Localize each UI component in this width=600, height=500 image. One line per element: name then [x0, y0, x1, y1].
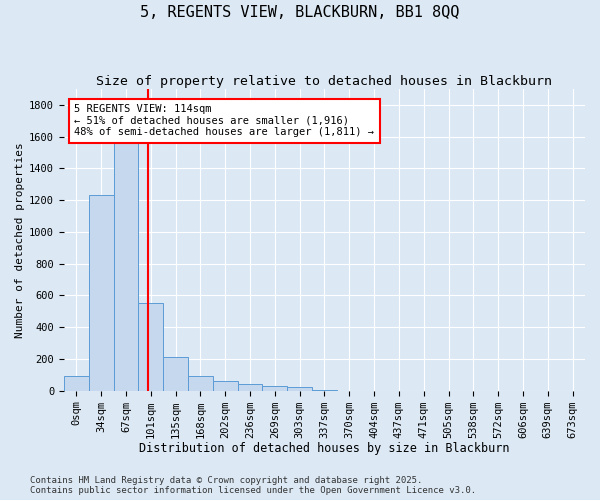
Y-axis label: Number of detached properties: Number of detached properties: [15, 142, 25, 338]
Text: 5 REGENTS VIEW: 114sqm
← 51% of detached houses are smaller (1,916)
48% of semi-: 5 REGENTS VIEW: 114sqm ← 51% of detached…: [74, 104, 374, 138]
Bar: [113, 121, 139, 390]
Bar: [163, 358, 188, 390]
Text: 5, REGENTS VIEW, BLACKBURN, BB1 8QQ: 5, REGENTS VIEW, BLACKBURN, BB1 8QQ: [140, 5, 460, 20]
Bar: [89, 196, 113, 390]
Bar: [139, 304, 163, 390]
Bar: [238, 384, 262, 390]
Bar: [188, 376, 213, 390]
Bar: [287, 388, 312, 390]
Title: Size of property relative to detached houses in Blackburn: Size of property relative to detached ho…: [97, 75, 553, 88]
Bar: [262, 386, 287, 390]
Bar: [64, 376, 89, 390]
Bar: [213, 381, 238, 390]
X-axis label: Distribution of detached houses by size in Blackburn: Distribution of detached houses by size …: [139, 442, 509, 455]
Text: Contains HM Land Registry data © Crown copyright and database right 2025.
Contai: Contains HM Land Registry data © Crown c…: [30, 476, 476, 495]
